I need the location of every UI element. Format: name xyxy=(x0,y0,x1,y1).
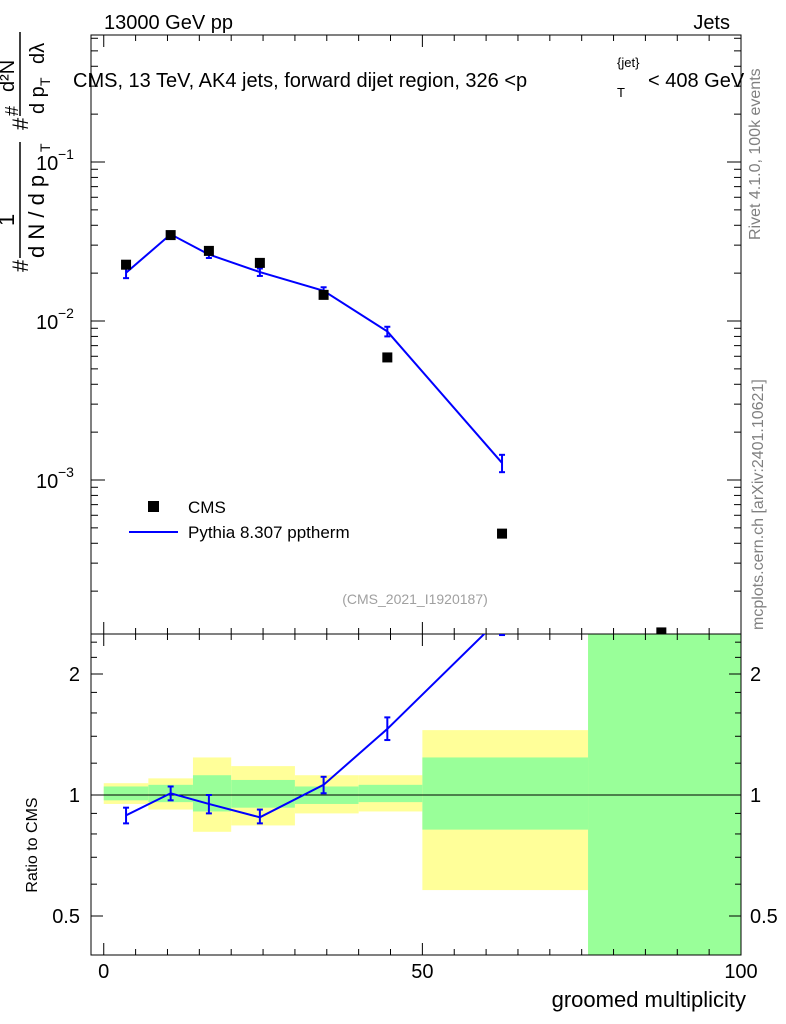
main-plot: 10−110−210−3 xyxy=(36,34,742,635)
plot-title: CMS, 13 TeV, AK4 jets, forward dijet reg… xyxy=(73,55,745,100)
cms-marker-7 xyxy=(656,627,667,634)
mcplots-label: mcplots.cern.ch [arXiv:2401.10621] xyxy=(750,379,767,630)
header-right: Jets xyxy=(693,12,730,34)
ratio-plot: 0 50 100 0.5 0.5 1 1 2 2 xyxy=(52,633,778,983)
ylabel-frac1-den: d N / d p xyxy=(24,175,49,258)
ratio-series-group xyxy=(123,634,506,825)
ratio-ytick-label-right-0: 0.5 xyxy=(750,906,778,928)
cms-marker-6 xyxy=(497,528,508,539)
legend-cms-label: CMS xyxy=(188,498,226,517)
ylabel-ratio: Ratio to CMS xyxy=(24,797,41,892)
cms-marker-0 xyxy=(121,259,132,270)
ylabel-hash-3: # xyxy=(2,106,22,116)
ylabel-frac1-num: 1 xyxy=(0,214,19,226)
main-ytick-exp: −2 xyxy=(58,305,74,321)
ylabel-frac2-den-sub: T xyxy=(37,77,53,86)
ylabel-hash-1: # xyxy=(8,259,33,272)
main-frame xyxy=(90,34,742,635)
main-ytick-base: 10 xyxy=(36,471,58,493)
ratio-ytick-label-right-2: 2 xyxy=(750,664,761,686)
main-ytick-base: 10 xyxy=(36,153,58,175)
cms-marker-3 xyxy=(254,257,265,268)
ratio-xtick-label-2: 100 xyxy=(724,961,757,983)
ylabel-frac1-den-sub: T xyxy=(37,143,53,152)
main-ytick-label-2: 10 −3 xyxy=(36,464,74,493)
ylabel-top: # 1 d N / d p T # # d²N d p T dλ xyxy=(0,32,53,272)
ratio-xtick-label-0: 0 xyxy=(98,961,109,983)
header-left: 13000 GeV pp xyxy=(104,12,233,34)
legend-cms-marker xyxy=(148,501,159,512)
title-sup: {jet} xyxy=(617,55,640,70)
title-main: CMS, 13 TeV, AK4 jets, forward dijet reg… xyxy=(73,70,527,92)
ratio-ytick-label-right-1: 1 xyxy=(750,785,761,807)
cms-marker-2 xyxy=(203,245,214,256)
ylabel-frac2-den: d p xyxy=(27,86,49,114)
main-ytick-label-1: 10 −2 xyxy=(36,305,74,334)
ylabel-frac2-num: d²N xyxy=(0,60,19,92)
ratio-band-green-0 xyxy=(103,786,149,801)
ylabel-frac2-den-tail: dλ xyxy=(27,43,49,64)
legend: CMS Pythia 8.307 pptherm xyxy=(129,498,350,542)
ratio-ytick-label-left-1: 1 xyxy=(69,785,80,807)
ratio-band-green-2 xyxy=(192,775,232,812)
main-ytick-exp: −1 xyxy=(58,146,74,162)
ratio-ytick-label-left-0: 0.5 xyxy=(52,906,80,928)
main-ytick-base: 10 xyxy=(36,312,58,334)
title-sub: T xyxy=(617,85,625,100)
cms-marker-1 xyxy=(165,230,176,241)
rivet-label: Rivet 4.1.0, 100k events xyxy=(747,68,764,240)
mc-line xyxy=(125,233,503,464)
ratio-xtick-label-1: 50 xyxy=(411,961,433,983)
main-ytick-label-0: 10 −1 xyxy=(36,146,74,175)
xlabel: groomed multiplicity xyxy=(552,987,746,1012)
title-tail: < 408 GeV xyxy=(648,70,745,92)
ratio-ytick-label-left-2: 2 xyxy=(69,664,80,686)
ratio-band-green-6 xyxy=(422,757,589,830)
ratio-band-green-3 xyxy=(231,779,295,808)
analysis-id: (CMS_2021_I1920187) xyxy=(342,591,488,607)
cms-marker-5 xyxy=(382,352,393,363)
ratio-band-green-5 xyxy=(358,784,423,803)
main-ytick-exp: −3 xyxy=(58,464,74,480)
ylabel-hash-2: # xyxy=(8,117,33,130)
cms-marker-4 xyxy=(318,289,329,300)
legend-mc-label: Pythia 8.307 pptherm xyxy=(188,523,350,542)
